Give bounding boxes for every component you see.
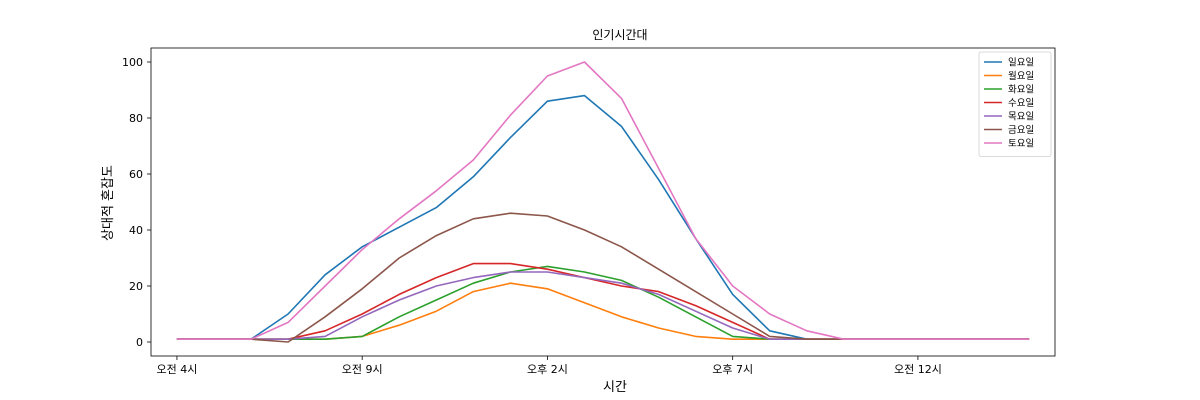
legend-box — [978, 51, 1052, 157]
x-tick-label: 오전 12시 — [894, 363, 942, 376]
plot-frame — [150, 47, 1056, 357]
y-tick-label: 80 — [129, 112, 143, 125]
legend-label: 토요일 — [1008, 139, 1034, 150]
x-tick-label: 오후 7시 — [712, 363, 753, 376]
legend-label: 월요일 — [1008, 70, 1034, 82]
y-tick-label: 100 — [122, 56, 143, 69]
series-line-6 — [176, 212, 1030, 343]
legend-label: 금요일 — [1008, 125, 1034, 136]
x-tick-label: 오후 2시 — [527, 363, 568, 376]
y-tick-label: 0 — [136, 336, 143, 349]
x-axis: 오전 4시 오전 9시 오후 2시 오후 7시 오전 12시 — [157, 356, 942, 376]
plot-area — [176, 61, 1030, 343]
legend-label: 화요일 — [1008, 85, 1034, 96]
chart-title: 인기시간대 — [592, 28, 647, 42]
x-axis-label: 시간 — [603, 380, 627, 395]
series-line-7 — [176, 61, 1030, 341]
series-line-1 — [176, 94, 1030, 341]
y-axis: 0 20 40 60 80 100 — [122, 56, 151, 349]
series-line-3 — [176, 265, 1030, 341]
legend-label: 수요일 — [1008, 98, 1034, 109]
y-axis-label: 상대적 혼잡도 — [101, 165, 116, 241]
legend-label: 목요일 — [1008, 112, 1034, 123]
y-tick-label: 60 — [129, 168, 143, 181]
legend-label: 일요일 — [1008, 58, 1034, 69]
x-tick-label: 오전 4시 — [157, 363, 198, 376]
series-line-4 — [176, 262, 1030, 341]
x-tick-label: 오전 9시 — [342, 363, 383, 376]
y-tick-label: 20 — [129, 280, 143, 293]
y-tick-label: 40 — [129, 224, 143, 237]
